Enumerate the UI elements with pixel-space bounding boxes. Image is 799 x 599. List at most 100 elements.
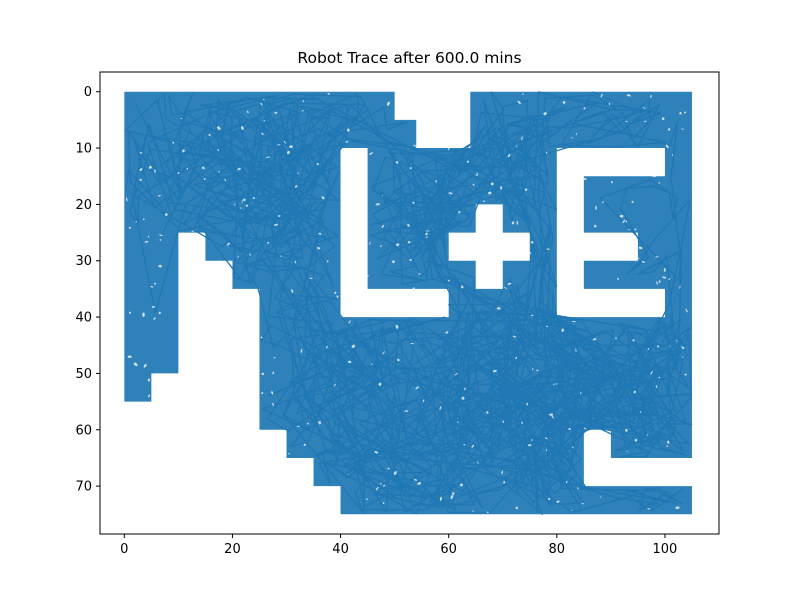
gap-speck [326,260,329,263]
gap-speck [565,480,568,484]
gap-speck [325,346,329,349]
gap-speck [128,226,131,229]
x-tick-label: 0 [120,542,128,557]
gap-speck [655,385,658,388]
gap-speck [593,224,597,228]
gap-speck [610,180,613,184]
gap-speck [507,153,511,158]
gap-speck [262,98,265,100]
gap-speck [245,204,248,207]
gap-speck [546,325,548,328]
gap-speck [592,338,597,341]
gap-speck [243,198,246,202]
gap-speck [265,156,270,158]
gap-speck [380,482,382,485]
gap-speck [503,481,506,484]
gap-speck [515,145,518,147]
gap-speck [412,201,415,204]
x-tick-label: 100 [653,542,678,557]
y-tick-label: 70 [75,480,92,495]
gap-speck [381,195,383,197]
gap-speck [142,312,145,317]
gap-speck [303,443,307,446]
gap-speck [445,331,449,334]
gap-speck [392,260,395,264]
gap-speck [571,321,576,323]
gap-speck [157,195,161,197]
gap-speck [463,387,466,390]
gap-speck [626,451,628,452]
gap-speck [241,199,243,204]
gap-speck [276,144,281,146]
gap-speck [422,399,425,402]
gap-speck [159,234,163,237]
gap-speck [531,241,534,244]
gap-speck [521,421,523,425]
gap-speck [625,220,628,223]
gap-speck [631,200,634,203]
gap-speck [595,205,597,211]
gap-speck [374,451,379,454]
trace-line [124,91,693,515]
gap-speck [180,117,183,120]
gap-speck [295,185,298,188]
gap-speck [172,141,175,144]
y-axis: 0 10 20 30 40 50 60 70 [75,85,100,495]
robot-trace-series [124,91,693,515]
gap-speck [460,285,464,289]
gap-speck [555,383,558,385]
gap-speck [226,242,230,246]
gap-speck [283,140,286,144]
gap-speck [642,107,647,109]
gap-speck [463,443,466,446]
gap-speck [682,356,684,358]
gap-speck [676,340,678,342]
gap-speck [486,511,489,514]
gap-speck [577,487,579,490]
gap-speck [307,422,309,425]
gap-speck [159,239,162,241]
gap-speck [297,172,299,175]
gap-speck [191,230,195,233]
y-tick-label: 60 [75,423,92,438]
gap-speck [395,324,399,329]
gap-speck [551,415,554,419]
y-tick-label: 50 [75,367,92,382]
gap-speck [201,166,205,170]
gap-speck [318,420,321,425]
gap-speck [572,446,574,449]
gap-speck [658,376,661,379]
gap-speck [133,362,138,367]
gap-speck [625,429,628,432]
y-tick-label: 40 [75,311,92,326]
gap-speck [289,145,293,148]
gap-speck [272,402,274,407]
gap-speck [425,232,428,236]
gap-speck [487,191,492,195]
gap-speck [685,308,688,313]
gap-speck [521,136,523,141]
gap-speck [583,177,587,181]
gap-speck [458,211,461,214]
gap-speck [602,201,604,204]
gap-speck [143,363,147,368]
gap-speck [383,484,385,487]
gap-speck [351,344,356,348]
y-tick-label: 10 [75,142,92,157]
gap-speck [435,180,437,183]
chart-title: Robot Trace after 600.0 mins [297,49,521,67]
gap-speck [203,178,206,181]
gap-speck [375,486,379,491]
gap-speck [571,509,573,512]
gap-speck [381,224,384,228]
gap-speck [288,452,290,455]
gap-speck [627,229,631,231]
gap-speck [516,220,519,225]
gap-speck [287,150,290,155]
y-tick-label: 0 [84,85,92,100]
gap-speck [454,372,458,376]
gap-speck [241,126,244,131]
gap-speck [675,506,680,509]
gap-speck [651,175,656,178]
gap-speck [669,345,671,347]
